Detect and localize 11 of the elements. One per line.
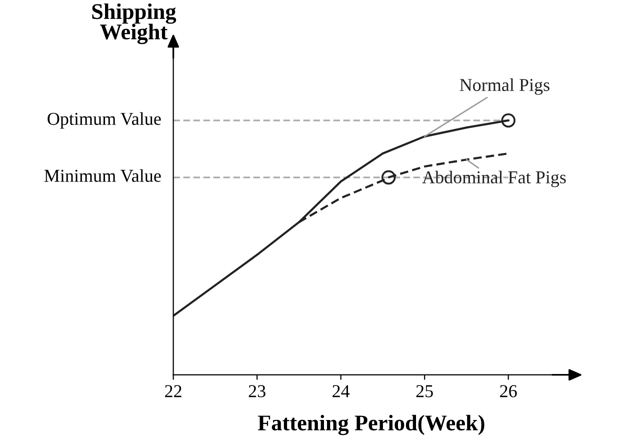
ref-line-label: Optimum Value [48,112,161,129]
x-tick-label: 25 [416,385,433,398]
y-axis-title: Shipping Weight [92,3,176,44]
x-tick-label: 22 [165,385,182,398]
x-tick-label: 23 [248,385,266,398]
x-tick-label: 24 [332,385,350,398]
x-tick-label: 26 [500,385,517,398]
ref-line-label: Minimum Value [44,169,161,182]
x-axis-title: Fattening Period(Week) [258,414,484,436]
series-label: Abdominal Fat Pigs [422,170,566,188]
series-label: Normal Pigs [460,78,550,95]
